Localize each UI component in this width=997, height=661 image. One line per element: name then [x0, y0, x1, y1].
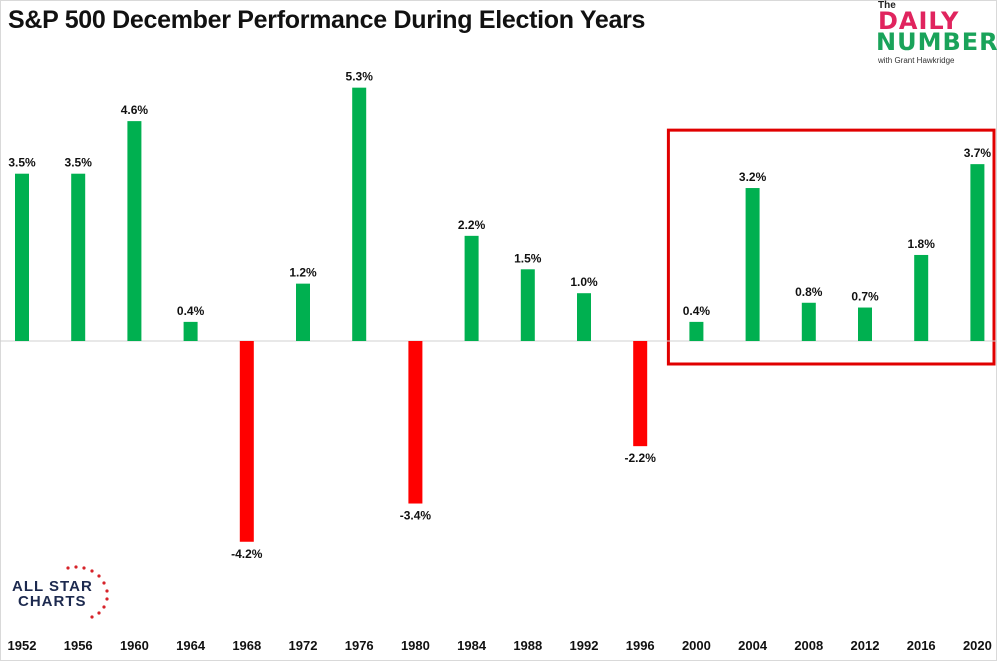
- bar-2004: [745, 188, 760, 341]
- bar-label-2000: 0.4%: [683, 304, 711, 318]
- bar-1992: [577, 293, 591, 341]
- bar-label-1984: 2.2%: [458, 218, 486, 232]
- x-tick-1956: 1956: [64, 638, 93, 653]
- bar-label-2004: 3.2%: [739, 170, 767, 184]
- x-tick-2000: 2000: [682, 638, 711, 653]
- bar-2020: [970, 164, 985, 341]
- bar-label-1972: 1.2%: [289, 266, 317, 280]
- x-tick-1968: 1968: [232, 638, 261, 653]
- bar-1988: [520, 269, 535, 341]
- bar-1964: [183, 321, 198, 341]
- logo-number-text: NUMBER: [876, 28, 997, 56]
- bar-1976: [352, 87, 367, 341]
- x-tick-1996: 1996: [626, 638, 655, 653]
- bar-label-1960: 4.6%: [121, 103, 149, 117]
- x-tick-1992: 1992: [570, 638, 599, 653]
- x-tick-2020: 2020: [963, 638, 992, 653]
- x-tick-2012: 2012: [851, 638, 880, 653]
- bar-label-1992: 1.0%: [570, 275, 598, 289]
- logo-all-star-text: ALL STAR: [12, 578, 93, 595]
- bar-label-1976: 5.3%: [346, 70, 374, 84]
- all-star-charts-logo: ALL STAR CHARTS: [8, 558, 118, 620]
- bar-2016: [914, 254, 929, 341]
- bar-label-1996: -2.2%: [625, 451, 657, 465]
- x-tick-1972: 1972: [289, 638, 318, 653]
- bar-1960: [127, 121, 142, 342]
- logo-daily-text: DAILY: [878, 7, 960, 35]
- highlight-box: [666, 128, 996, 366]
- x-tick-1952: 1952: [8, 638, 37, 653]
- logo-charts-text: CHARTS: [18, 593, 87, 610]
- chart-title: S&P 500 December Performance During Elec…: [8, 6, 646, 34]
- bar-label-1988: 1.5%: [514, 251, 542, 265]
- logo-the-text: The: [878, 0, 896, 11]
- bar-label-1980: -3.4%: [400, 509, 432, 523]
- bar-1980: [408, 341, 423, 504]
- bar-1968: [239, 341, 254, 542]
- x-tick-1960: 1960: [120, 638, 149, 653]
- bar-1972: [296, 283, 310, 341]
- bar-label-2020: 3.7%: [964, 146, 992, 160]
- bar-1956: [71, 173, 86, 341]
- bar-label-1964: 0.4%: [177, 304, 205, 318]
- x-tick-2016: 2016: [907, 638, 936, 653]
- x-tick-2004: 2004: [738, 638, 768, 653]
- bar-2012: [858, 307, 872, 341]
- bar-1996: [633, 341, 648, 447]
- bar-label-2012: 0.7%: [851, 290, 879, 304]
- daily-number-logo: The DAILY NUMBER with Grant Hawkridge: [876, 0, 997, 66]
- bar-label-1952: 3.5%: [8, 156, 36, 170]
- star-arc-icon: [66, 565, 109, 619]
- logo-byline-text: with Grant Hawkridge: [878, 56, 955, 65]
- bar-label-1968: -4.2%: [231, 547, 263, 561]
- bar-label-2008: 0.8%: [795, 285, 823, 299]
- x-tick-1976: 1976: [345, 638, 374, 653]
- bar-label-1956: 3.5%: [65, 156, 93, 170]
- bar-2000: [689, 321, 704, 341]
- bar-1952: [15, 173, 29, 341]
- bar-1984: [464, 235, 479, 341]
- x-tick-1984: 1984: [457, 638, 487, 653]
- x-tick-1964: 1964: [176, 638, 206, 653]
- x-tick-2008: 2008: [794, 638, 823, 653]
- bar-label-2016: 1.8%: [908, 237, 936, 251]
- bar-2008: [801, 302, 816, 341]
- x-tick-1980: 1980: [401, 638, 430, 653]
- x-tick-1988: 1988: [513, 638, 542, 653]
